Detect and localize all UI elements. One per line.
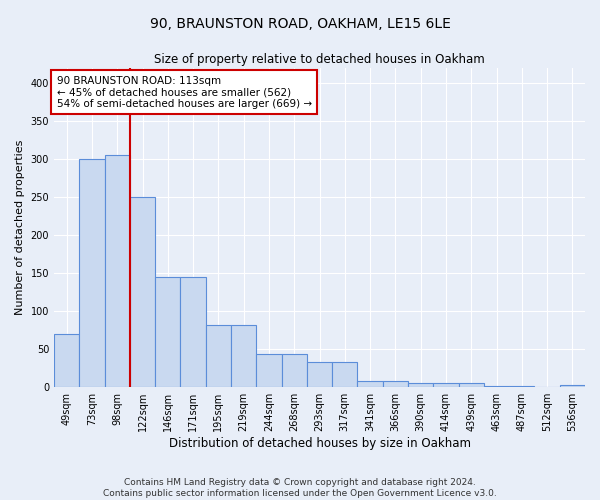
Bar xyxy=(433,384,458,387)
Bar xyxy=(130,197,155,387)
Bar xyxy=(281,354,307,387)
Bar xyxy=(256,354,281,387)
Bar xyxy=(79,159,104,387)
Bar xyxy=(484,386,509,387)
Bar xyxy=(54,334,79,387)
Bar xyxy=(181,277,206,387)
Text: Contains HM Land Registry data © Crown copyright and database right 2024.
Contai: Contains HM Land Registry data © Crown c… xyxy=(103,478,497,498)
Bar xyxy=(332,362,358,387)
Bar xyxy=(458,384,484,387)
X-axis label: Distribution of detached houses by size in Oakham: Distribution of detached houses by size … xyxy=(169,437,470,450)
Bar xyxy=(104,156,130,387)
Bar xyxy=(206,325,231,387)
Bar xyxy=(408,384,433,387)
Bar xyxy=(560,385,585,387)
Text: 90 BRAUNSTON ROAD: 113sqm
← 45% of detached houses are smaller (562)
54% of semi: 90 BRAUNSTON ROAD: 113sqm ← 45% of detac… xyxy=(56,76,311,109)
Bar xyxy=(155,277,181,387)
Y-axis label: Number of detached properties: Number of detached properties xyxy=(15,140,25,316)
Bar xyxy=(509,386,535,387)
Bar xyxy=(383,381,408,387)
Bar xyxy=(307,362,332,387)
Title: Size of property relative to detached houses in Oakham: Size of property relative to detached ho… xyxy=(154,52,485,66)
Bar xyxy=(358,381,383,387)
Text: 90, BRAUNSTON ROAD, OAKHAM, LE15 6LE: 90, BRAUNSTON ROAD, OAKHAM, LE15 6LE xyxy=(149,18,451,32)
Bar xyxy=(231,325,256,387)
